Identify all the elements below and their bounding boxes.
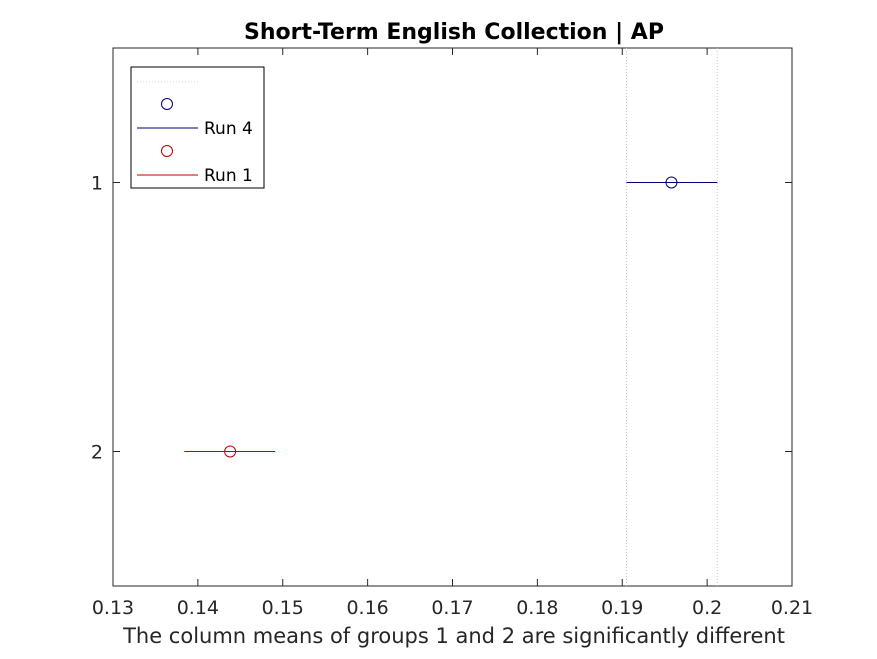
x-tick-label-6: 0.19 xyxy=(601,597,643,619)
x-tick-label-8: 0.21 xyxy=(771,597,813,619)
x-axis-label: The column means of groups 1 and 2 are s… xyxy=(122,624,785,648)
mean-marker-run-4 xyxy=(665,176,678,189)
x-tick-label-7: 0.2 xyxy=(692,597,722,619)
x-tick-label-4: 0.17 xyxy=(431,597,473,619)
series-marks xyxy=(184,176,718,458)
mean-marker-run-1 xyxy=(224,445,237,458)
chart-title: Short-Term English Collection | AP xyxy=(244,20,664,45)
x-tick-label-1: 0.14 xyxy=(177,597,219,619)
legend-label-run-4: Run 4 xyxy=(204,119,253,139)
y-tick-label-1: 2 xyxy=(91,442,103,464)
x-tick-label-2: 0.15 xyxy=(262,597,304,619)
x-axis: 0.13 0.14 0.15 0.16 0.17 0.18 0.19 0.2 0.21 xyxy=(92,48,813,619)
x-tick-label-3: 0.16 xyxy=(346,597,388,619)
y-axis: 12 xyxy=(91,173,792,464)
legend-marker-run-1 xyxy=(161,145,173,157)
y-tick-label-0: 1 xyxy=(91,173,103,195)
x-tick-label-5: 0.18 xyxy=(516,597,558,619)
legend-marker-run-4 xyxy=(161,98,173,110)
x-tick-label-0: 0.13 xyxy=(92,597,134,619)
legend: Run 4 Run 1 xyxy=(130,66,265,189)
legend-label-run-1: Run 1 xyxy=(204,166,253,186)
